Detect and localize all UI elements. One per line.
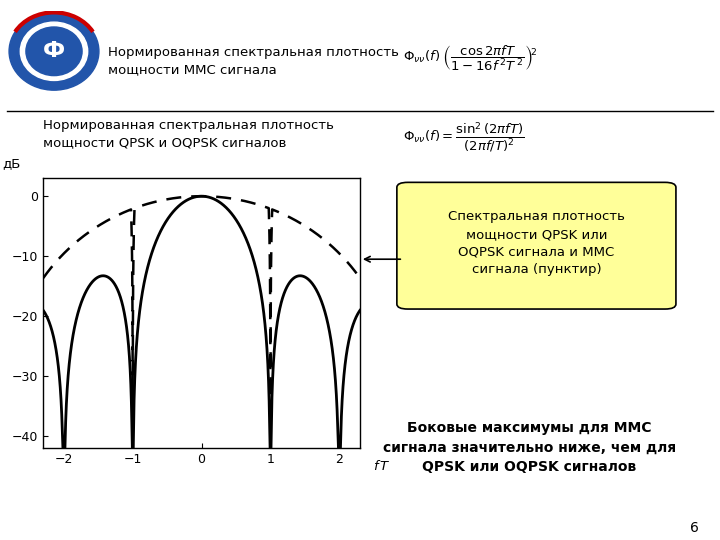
Text: Спектральная плотность
мощности QPSK или
OQPSK сигнала и ММС
сигнала (пунктир): Спектральная плотность мощности QPSK или… [448,211,625,276]
Circle shape [20,22,88,80]
Text: Нормированная спектральная плотность
мощности QPSK и OQPSK сигналов: Нормированная спектральная плотность мощ… [43,119,334,149]
Text: Ф: Ф [43,41,65,62]
Text: Боковые максимумы для ММС
сигнала значительно ниже, чем для
QPSK или OQPSK сигна: Боковые максимумы для ММС сигнала значит… [382,421,676,474]
Text: $f\,T$: $f\,T$ [373,459,390,473]
Text: $\Phi_{\nu\nu}(f)\;\left(\dfrac{\cos 2\pi fT}{1-16f^{\,2}T^{\,2}}\right)^{\!2}$: $\Phi_{\nu\nu}(f)\;\left(\dfrac{\cos 2\p… [403,43,538,72]
Text: 6: 6 [690,521,698,535]
Text: Нормированная спектральная плотность
мощности ММС сигнала: Нормированная спектральная плотность мощ… [108,46,399,76]
Circle shape [9,12,99,90]
Text: $\Phi_{\nu\nu}(f) = \dfrac{\sin^2(2\pi fT)}{(2\pi f/T)^2}$: $\Phi_{\nu\nu}(f) = \dfrac{\sin^2(2\pi f… [403,120,525,154]
Circle shape [26,27,82,76]
FancyBboxPatch shape [397,183,676,309]
Text: дБ: дБ [2,157,21,170]
